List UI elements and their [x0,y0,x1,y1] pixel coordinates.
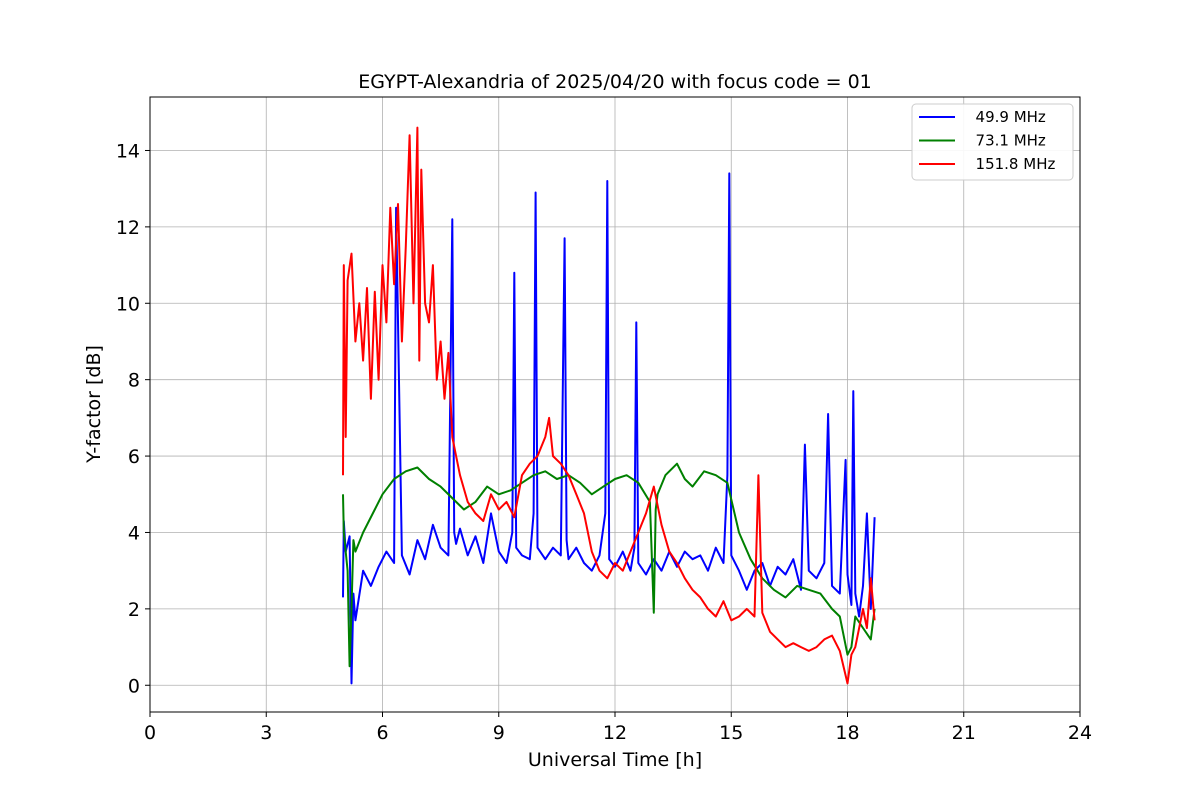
x-tick-label: 18 [835,722,859,744]
y-tick-label: 4 [128,522,140,544]
y-tick-label: 0 [128,675,140,697]
y-axis: 0 2 4 6 8 10 12 14 [116,140,150,697]
x-tick-label: 3 [260,722,272,744]
series-layer [342,126,876,685]
x-tick-label: 9 [493,722,505,744]
legend-label-2: 151.8 MHz [966,155,1055,173]
x-axis-label: Universal Time [h] [528,749,702,771]
legend-box [911,103,1074,181]
legend-label-0: 49.9 MHz [966,108,1046,126]
chart-title: EGYPT-Alexandria of 2025/04/20 with focu… [358,71,872,93]
x-tick-label: 24 [1068,722,1092,744]
x-tick-label: 21 [952,722,976,744]
legend-label-1: 73.1 MHz [966,132,1046,150]
x-tick-label: 15 [719,722,743,744]
x-tick-label: 0 [144,722,156,744]
y-tick-label: 10 [116,293,140,315]
y-tick-label: 2 [128,599,140,621]
series-line-0 [342,172,876,685]
y-tick-label: 14 [116,140,140,162]
series-line-1 [342,462,876,668]
y-tick-label: 12 [116,217,140,239]
plot-area [342,126,876,685]
y-tick-label: 6 [128,446,140,468]
x-tick-label: 6 [376,722,388,744]
x-tick-label: 12 [603,722,627,744]
series-line-2 [342,126,876,685]
y-tick-label: 8 [128,370,140,392]
legend: 49.9 MHz 73.1 MHz 151.8 MHz [911,103,1074,181]
y-axis-label: Y-factor [dB] [83,345,105,464]
x-axis: 0 3 6 9 12 15 18 21 24 [144,712,1092,744]
